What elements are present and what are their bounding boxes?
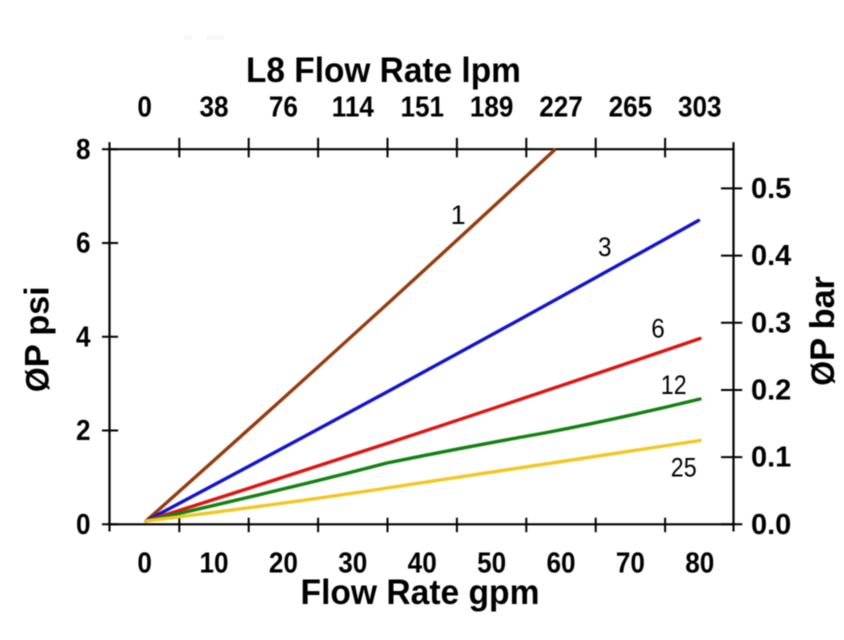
svg-text:L8 Flow Rate lpm: L8 Flow Rate lpm — [246, 51, 521, 90]
svg-text:0.2: 0.2 — [751, 375, 791, 407]
svg-text:30: 30 — [338, 546, 367, 579]
svg-text:265: 265 — [609, 90, 653, 123]
svg-text:ØP psi: ØP psi — [18, 286, 56, 392]
svg-text:0: 0 — [137, 546, 152, 579]
svg-text:1: 1 — [451, 200, 466, 230]
svg-text:ØP bar: ØP bar — [804, 276, 842, 386]
svg-text:80: 80 — [685, 546, 714, 579]
svg-text:12: 12 — [661, 370, 687, 400]
svg-text:303: 303 — [678, 90, 722, 123]
svg-text:3: 3 — [598, 233, 612, 262]
svg-text:6: 6 — [76, 226, 91, 259]
svg-text:227: 227 — [539, 90, 583, 123]
svg-text:Flow Rate gpm: Flow Rate gpm — [301, 573, 540, 612]
svg-text:2: 2 — [76, 414, 91, 447]
svg-text:0.1: 0.1 — [751, 442, 791, 474]
svg-text:25: 25 — [671, 453, 697, 483]
svg-text:10: 10 — [199, 546, 228, 579]
svg-text:0.3: 0.3 — [751, 307, 791, 339]
svg-text:0.5: 0.5 — [751, 173, 791, 205]
svg-text:50: 50 — [477, 546, 506, 579]
svg-text:38: 38 — [199, 90, 228, 123]
svg-text:4: 4 — [76, 320, 91, 353]
svg-text:0: 0 — [76, 508, 91, 541]
svg-text:60: 60 — [546, 546, 575, 579]
svg-text:151: 151 — [400, 90, 444, 123]
svg-text:0.0: 0.0 — [751, 509, 791, 541]
svg-text:0.4: 0.4 — [751, 240, 791, 272]
svg-text:20: 20 — [269, 546, 298, 579]
svg-text:8: 8 — [76, 133, 91, 166]
svg-text:0: 0 — [137, 90, 152, 123]
svg-text:114: 114 — [332, 90, 375, 123]
svg-text:189: 189 — [470, 90, 514, 123]
svg-text:76: 76 — [269, 90, 298, 123]
svg-text:40: 40 — [408, 546, 437, 579]
svg-text:70: 70 — [616, 546, 645, 579]
svg-text:6: 6 — [651, 314, 665, 343]
